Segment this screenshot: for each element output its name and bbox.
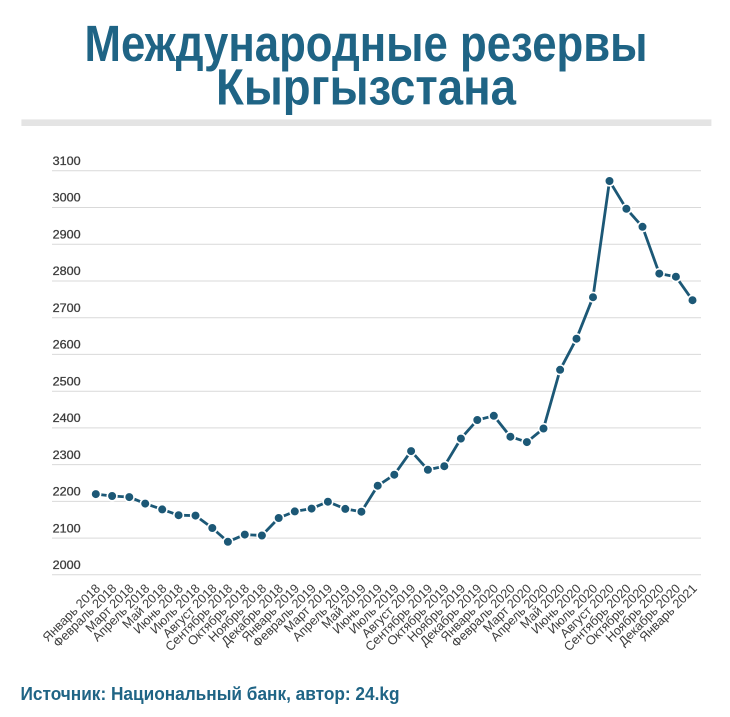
svg-text:2900: 2900 [53, 228, 81, 242]
svg-text:Международные резервы: Международные резервы [85, 15, 648, 72]
svg-text:Источник: Национальный банк, а: Источник: Национальный банк, автор: 24.k… [21, 683, 400, 704]
svg-text:2400: 2400 [53, 411, 81, 425]
svg-text:2600: 2600 [53, 338, 81, 352]
svg-text:2100: 2100 [53, 521, 81, 535]
svg-text:2200: 2200 [53, 485, 81, 499]
svg-text:2000: 2000 [53, 558, 81, 572]
svg-text:2500: 2500 [53, 374, 81, 388]
svg-text:2700: 2700 [53, 301, 81, 315]
svg-text:3000: 3000 [53, 191, 81, 205]
svg-text:3100: 3100 [53, 154, 81, 168]
svg-text:2300: 2300 [53, 448, 81, 462]
svg-text:Кыргызстана: Кыргызстана [216, 59, 517, 116]
svg-text:2800: 2800 [53, 264, 81, 278]
